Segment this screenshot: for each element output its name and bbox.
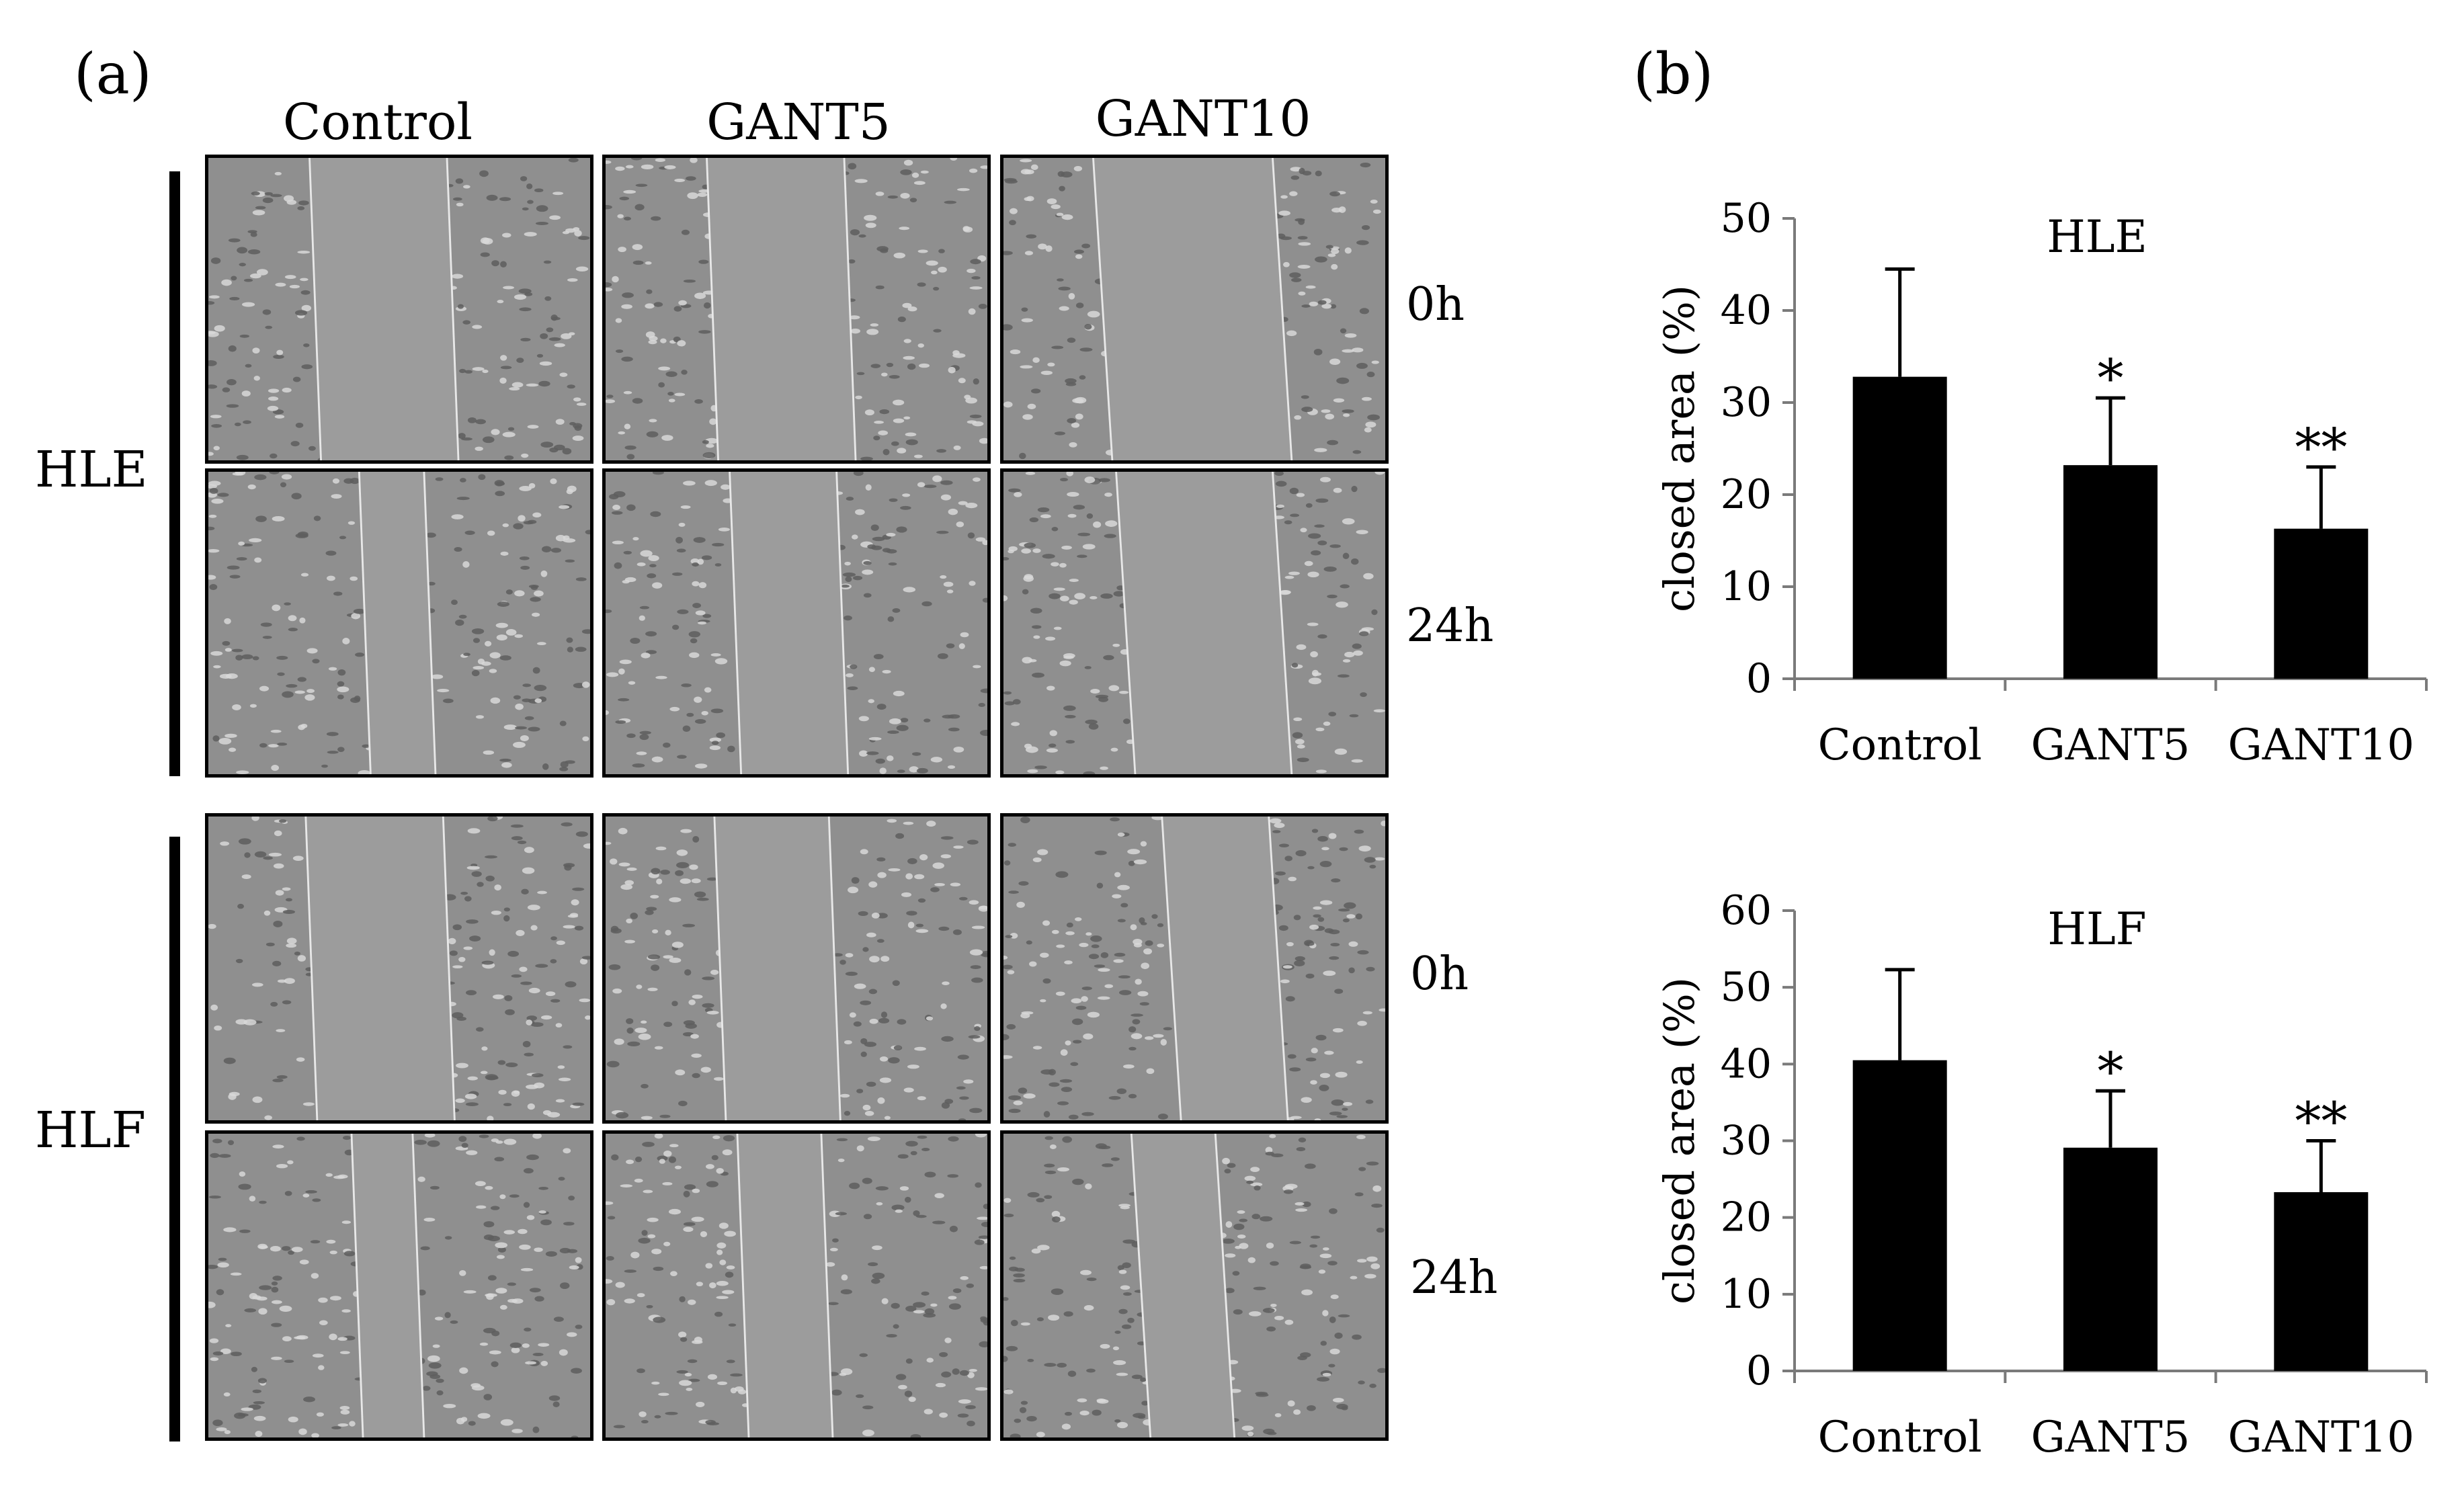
y-tick-label: 10 [1721,1271,1772,1318]
y-tick-label: 40 [1721,1040,1772,1087]
hlf-group-bar [169,837,180,1442]
micrograph-hlf-0h-gant5 [602,813,991,1124]
y-tick-label: 20 [1721,471,1772,518]
chart-title: HLF [2047,903,2146,955]
micrograph-hlf-0h-control [205,813,593,1124]
bar-gant5 [2063,1147,2158,1371]
column-header-gant10: GANT10 [1095,90,1311,148]
y-tick-label: 60 [1721,887,1772,934]
micrograph-hle-0h-gant5 [602,155,991,464]
column-header-gant5: GANT5 [706,93,891,151]
x-tick-label: GANT5 [2031,720,2190,770]
hle-bar-chart: 0 10 20 30 40 50 closed area (%) HLE Control * GAN… [1613,181,2464,786]
x-tick-label: GANT5 [2031,1413,2190,1462]
bar-gant10 [2274,528,2369,679]
panel-a-letter: (a) [74,41,152,107]
y-tick-label: 30 [1721,1118,1772,1165]
micrograph-hle-24h-gant10 [1000,468,1389,778]
time-label-hle-0h: 0h [1406,278,1465,331]
y-tick-label: 50 [1721,195,1772,242]
time-label-hle-24h: 24h [1406,599,1494,653]
time-label-hlf-0h: 0h [1410,948,1469,1001]
micrograph-hlf-24h-gant5 [602,1130,991,1441]
micrograph-hlf-24h-gant10 [1000,1130,1389,1441]
bar-gant5 [2063,465,2158,679]
x-tick-label: GANT10 [2228,1413,2414,1462]
significance-marker: ** [2295,418,2347,478]
significance-marker: * [2098,349,2124,409]
x-tick-label: GANT10 [2228,720,2414,770]
y-axis-label: closed area (%) [1655,977,1704,1304]
bar-control [1852,1060,1947,1371]
hlf-bar-chart: 0 10 20 30 40 50 60 closed area (%) HLF Control * G… [1613,874,2464,1478]
chart-title: HLE [2047,211,2147,263]
significance-marker: * [2098,1042,2124,1102]
micrograph-hlf-0h-gant10 [1000,813,1389,1124]
micrograph-hle-24h-gant5 [602,468,991,778]
x-tick-label: Control [1818,720,1982,770]
bar-control [1852,376,1947,679]
y-tick-label: 0 [1746,655,1772,702]
row-label-hle: HLE [35,441,148,499]
column-header-control: Control [282,93,473,151]
y-tick-label: 30 [1721,379,1772,426]
row-label-hlf: HLF [35,1101,147,1159]
y-axis-label: closed area (%) [1655,285,1704,612]
y-tick-label: 50 [1721,964,1772,1011]
micrograph-hle-0h-gant10 [1000,155,1389,464]
bar-gant10 [2274,1192,2369,1371]
y-tick-label: 10 [1721,563,1772,610]
micrograph-hle-0h-control [205,155,593,464]
y-tick-label: 20 [1721,1194,1772,1241]
y-tick-label: 40 [1721,287,1772,334]
y-tick-label: 0 [1746,1347,1772,1394]
panel-b-letter: (b) [1633,41,1714,107]
micrograph-hlf-24h-control [205,1130,593,1441]
x-tick-label: Control [1818,1413,1982,1462]
micrograph-hle-24h-control [205,468,593,778]
time-label-hlf-24h: 24h [1410,1251,1498,1304]
hle-group-bar [169,171,180,776]
significance-marker: ** [2295,1092,2347,1153]
